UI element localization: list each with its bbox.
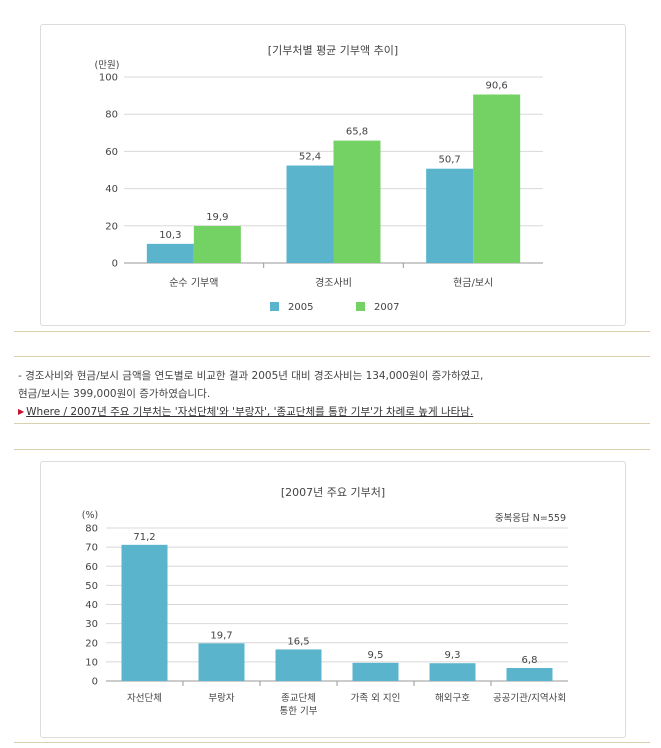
red-triangle-bullet-icon: ▶ — [18, 407, 25, 416]
category-label: 해외구호 — [435, 692, 470, 704]
data-label: 16,5 — [287, 636, 309, 647]
bar-2007 — [333, 140, 381, 263]
y-tick-label: 0 — [112, 259, 118, 270]
y-axis-unit: (%) — [82, 510, 98, 521]
bar — [198, 643, 245, 681]
y-tick-label: 60 — [85, 562, 98, 573]
legend-item-2007: 2007 — [356, 302, 399, 313]
y-tick-label: 70 — [85, 543, 98, 554]
data-label: 65,8 — [346, 127, 368, 138]
y-axis-unit: (만원) — [95, 60, 120, 71]
sample-size-note: 중복응답 N=559 — [495, 512, 566, 524]
data-label: 52,4 — [299, 152, 321, 163]
data-label: 71,2 — [133, 532, 155, 543]
legend-label: 2007 — [374, 302, 400, 313]
y-tick-label: 80 — [85, 524, 98, 535]
data-label: 9,3 — [445, 650, 461, 661]
bar-2005 — [286, 165, 334, 263]
y-tick-label: 30 — [85, 619, 98, 630]
legend-swatch-2007 — [356, 302, 365, 311]
note-link[interactable]: Where / 2007년 주요 기부처는 '자선단체'와 '부랑자', '종교… — [26, 406, 474, 418]
y-tick-label: 40 — [85, 600, 98, 611]
category-label: 종교단체 — [281, 693, 316, 704]
summary-notes: - 경조사비와 현금/보시 금액을 연도별로 비교한 결과 2005년 대비 경… — [18, 367, 638, 421]
category-label: 부랑자 — [208, 692, 234, 704]
data-label: 6,8 — [522, 655, 538, 666]
divider — [14, 356, 650, 357]
data-label: 19,9 — [206, 212, 228, 223]
bar — [275, 649, 322, 681]
category-label: 현금/보시 — [453, 277, 493, 289]
bar-2005 — [426, 168, 474, 263]
bar-2007 — [473, 94, 521, 263]
chart-title: [2007년 주요 기부처] — [280, 486, 386, 499]
category-label: 공공기관/지역사회 — [493, 693, 566, 704]
divider — [14, 742, 650, 743]
bar — [121, 544, 168, 681]
divider — [14, 449, 650, 450]
category-label: 순수 기부액 — [169, 277, 218, 289]
legend-swatch-2005 — [270, 302, 279, 311]
category-label: 통한 기부 — [280, 706, 318, 717]
bar-chart-trend: 0 20 40 60 80 100 (만원) 10,3 19,9 순수 기부액 52,4 65,8 경조… — [95, 60, 543, 289]
y-tick-label: 50 — [85, 581, 98, 592]
divider — [14, 423, 650, 424]
y-tick-label: 60 — [105, 147, 118, 158]
category-label: 경조사비 — [315, 276, 352, 289]
category-label: 자선단체 — [127, 693, 162, 704]
y-tick-label: 20 — [105, 221, 118, 232]
y-tick-label: 0 — [92, 677, 98, 688]
data-label: 10,3 — [159, 230, 181, 241]
chart-title: [기부처별 평균 기부액 추이] — [267, 44, 399, 57]
legend-label: 2005 — [288, 302, 314, 313]
y-tick-label: 20 — [85, 638, 98, 649]
note-line: 현금/보시는 399,000원이 증가하였습니다. — [18, 388, 211, 400]
y-tick-label: 80 — [105, 110, 118, 121]
bar-2005 — [146, 243, 194, 263]
data-label: 19,7 — [210, 630, 232, 641]
y-tick-label: 100 — [99, 73, 118, 84]
data-label: 9,5 — [368, 650, 384, 661]
bar — [429, 663, 476, 681]
divider — [14, 331, 650, 332]
data-label: 50,7 — [439, 155, 461, 166]
data-label: 90,6 — [486, 80, 508, 91]
y-tick-label: 10 — [85, 657, 98, 668]
y-tick-label: 40 — [105, 184, 118, 195]
bar — [506, 667, 553, 681]
bar — [352, 662, 399, 681]
category-label: 가족 외 지인 — [351, 692, 401, 704]
note-line: - 경조사비와 현금/보시 금액을 연도별로 비교한 결과 2005년 대비 경… — [18, 370, 484, 382]
note-link-line: ▶ Where / 2007년 주요 기부처는 '자선단체'와 '부랑자', '종… — [18, 403, 638, 421]
bar-2007 — [193, 225, 241, 263]
legend-item-2005: 2005 — [270, 302, 313, 313]
